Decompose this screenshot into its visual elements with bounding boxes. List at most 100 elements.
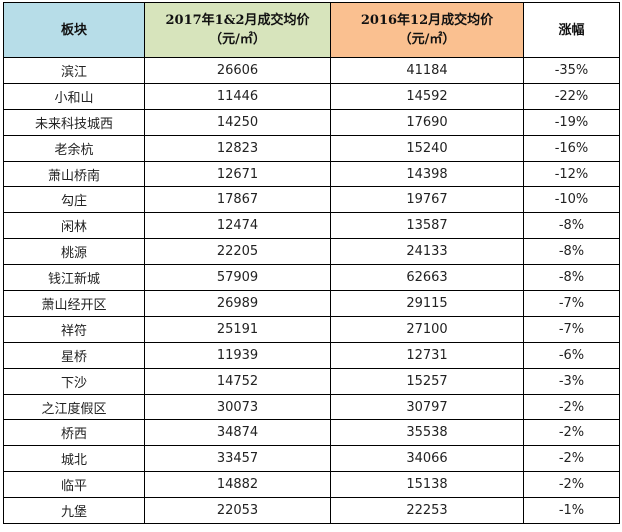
cell-price-2017: 22205: [144, 238, 331, 266]
header-price-2017-unit: （元/㎡）: [209, 32, 266, 47]
cell-change: -35%: [523, 57, 620, 84]
cell-change: -1%: [523, 497, 620, 525]
table-row: 城北 33457 34066 -2%: [3, 445, 620, 473]
header-row: 板块 2017年1&2月成交均价 （元/㎡） 2016年12月成交均价 （元/㎡…: [3, 2, 620, 58]
cell-block: 钱江新城: [3, 264, 145, 292]
table-row: 钱江新城 57909 62663 -8%: [3, 264, 620, 292]
cell-price-2016: 24133: [330, 238, 524, 266]
cell-block: 闲林: [3, 212, 145, 240]
cell-block: 之江度假区: [3, 393, 145, 421]
table-row: 未来科技城西 14250 17690 -19%: [3, 108, 620, 136]
cell-change: -8%: [523, 212, 620, 240]
table-row: 闲林 12474 13587 -8%: [3, 212, 620, 240]
cell-block: 未来科技城西: [3, 108, 145, 136]
cell-price-2017: 14752: [144, 367, 331, 395]
cell-price-2017: 12823: [144, 134, 331, 162]
table-row: 桃源 22205 24133 -8%: [3, 238, 620, 266]
cell-price-2016: 12731: [330, 341, 524, 369]
header-price-2016-title: 2016年12月成交均价: [360, 13, 494, 28]
cell-price-2016: 14398: [330, 160, 524, 188]
cell-change: -8%: [523, 264, 620, 292]
cell-price-2016: 14592: [330, 82, 524, 110]
cell-change: -22%: [523, 82, 620, 110]
table-row: 小和山 11446 14592 -22%: [3, 82, 620, 110]
cell-price-2016: 27100: [330, 315, 524, 343]
cell-change: -6%: [523, 341, 620, 369]
cell-price-2017: 26989: [144, 290, 331, 317]
cell-price-2016: 15240: [330, 134, 524, 162]
cell-price-2017: 25191: [144, 315, 331, 343]
table-header: 板块 2017年1&2月成交均价 （元/㎡） 2016年12月成交均价 （元/㎡…: [3, 2, 620, 58]
cell-change: -2%: [523, 445, 620, 473]
cell-price-2016: 35538: [330, 419, 524, 447]
cell-block: 桃源: [3, 238, 145, 266]
price-comparison-table: 板块 2017年1&2月成交均价 （元/㎡） 2016年12月成交均价 （元/㎡…: [3, 2, 620, 525]
cell-price-2016: 19767: [330, 186, 524, 214]
table-row: 星桥 11939 12731 -6%: [3, 341, 620, 369]
cell-price-2017: 12474: [144, 212, 331, 240]
cell-price-2017: 14882: [144, 471, 331, 499]
cell-change: -7%: [523, 315, 620, 343]
cell-block: 临平: [3, 471, 145, 499]
cell-price-2017: 14250: [144, 108, 331, 136]
table-row: 勾庄 17867 19767 -10%: [3, 186, 620, 214]
cell-price-2016: 41184: [330, 57, 524, 84]
cell-block: 萧山经开区: [3, 290, 145, 317]
cell-price-2017: 12671: [144, 160, 331, 188]
cell-price-2016: 13587: [330, 212, 524, 240]
table-row: 九堡 22053 22253 -1%: [3, 497, 620, 525]
cell-change: -16%: [523, 134, 620, 162]
cell-price-2017: 26606: [144, 57, 331, 84]
cell-change: -7%: [523, 290, 620, 317]
table-row: 滨江 26606 41184 -35%: [3, 57, 620, 84]
header-price-2017-title: 2017年1&2月成交均价: [165, 13, 310, 28]
table-row: 祥符 25191 27100 -7%: [3, 315, 620, 343]
table-row: 萧山经开区 26989 29115 -7%: [3, 290, 620, 317]
cell-price-2016: 62663: [330, 264, 524, 292]
cell-price-2016: 15138: [330, 471, 524, 499]
cell-price-2017: 11939: [144, 341, 331, 369]
cell-block: 下沙: [3, 367, 145, 395]
cell-block: 小和山: [3, 82, 145, 110]
cell-block: 城北: [3, 445, 145, 473]
header-price-2016: 2016年12月成交均价 （元/㎡）: [330, 2, 524, 58]
cell-price-2017: 11446: [144, 82, 331, 110]
cell-block: 萧山桥南: [3, 160, 145, 188]
cell-price-2016: 29115: [330, 290, 524, 317]
table-row: 下沙 14752 15257 -3%: [3, 367, 620, 395]
cell-price-2016: 34066: [330, 445, 524, 473]
header-block: 板块: [3, 2, 145, 58]
cell-block: 祥符: [3, 315, 145, 343]
cell-block: 桥西: [3, 419, 145, 447]
cell-price-2017: 57909: [144, 264, 331, 292]
table-row: 临平 14882 15138 -2%: [3, 471, 620, 499]
cell-price-2016: 17690: [330, 108, 524, 136]
cell-price-2016: 30797: [330, 393, 524, 421]
table-row: 桥西 34874 35538 -2%: [3, 419, 620, 447]
cell-block: 星桥: [3, 341, 145, 369]
cell-price-2016: 15257: [330, 367, 524, 395]
header-change: 涨幅: [523, 2, 620, 58]
cell-price-2017: 30073: [144, 393, 331, 421]
table-row: 老余杭 12823 15240 -16%: [3, 134, 620, 162]
cell-block: 勾庄: [3, 186, 145, 214]
cell-change: -2%: [523, 393, 620, 421]
cell-change: -10%: [523, 186, 620, 214]
cell-price-2017: 17867: [144, 186, 331, 214]
cell-change: -3%: [523, 367, 620, 395]
table-row: 之江度假区 30073 30797 -2%: [3, 393, 620, 421]
header-price-2016-unit: （元/㎡）: [398, 32, 456, 47]
cell-change: -19%: [523, 108, 620, 136]
cell-price-2017: 33457: [144, 445, 331, 473]
cell-change: -2%: [523, 471, 620, 499]
table-row: 萧山桥南 12671 14398 -12%: [3, 160, 620, 188]
table-body: 滨江 26606 41184 -35% 小和山 11446 14592 -22% 未来科技城西 1…: [3, 57, 620, 525]
cell-price-2017: 34874: [144, 419, 331, 447]
cell-block: 滨江: [3, 57, 145, 84]
cell-block: 老余杭: [3, 134, 145, 162]
cell-block: 九堡: [3, 497, 145, 525]
header-price-2017: 2017年1&2月成交均价 （元/㎡）: [144, 2, 331, 58]
cell-change: -12%: [523, 160, 620, 188]
cell-change: -8%: [523, 238, 620, 266]
cell-price-2017: 22053: [144, 497, 331, 525]
